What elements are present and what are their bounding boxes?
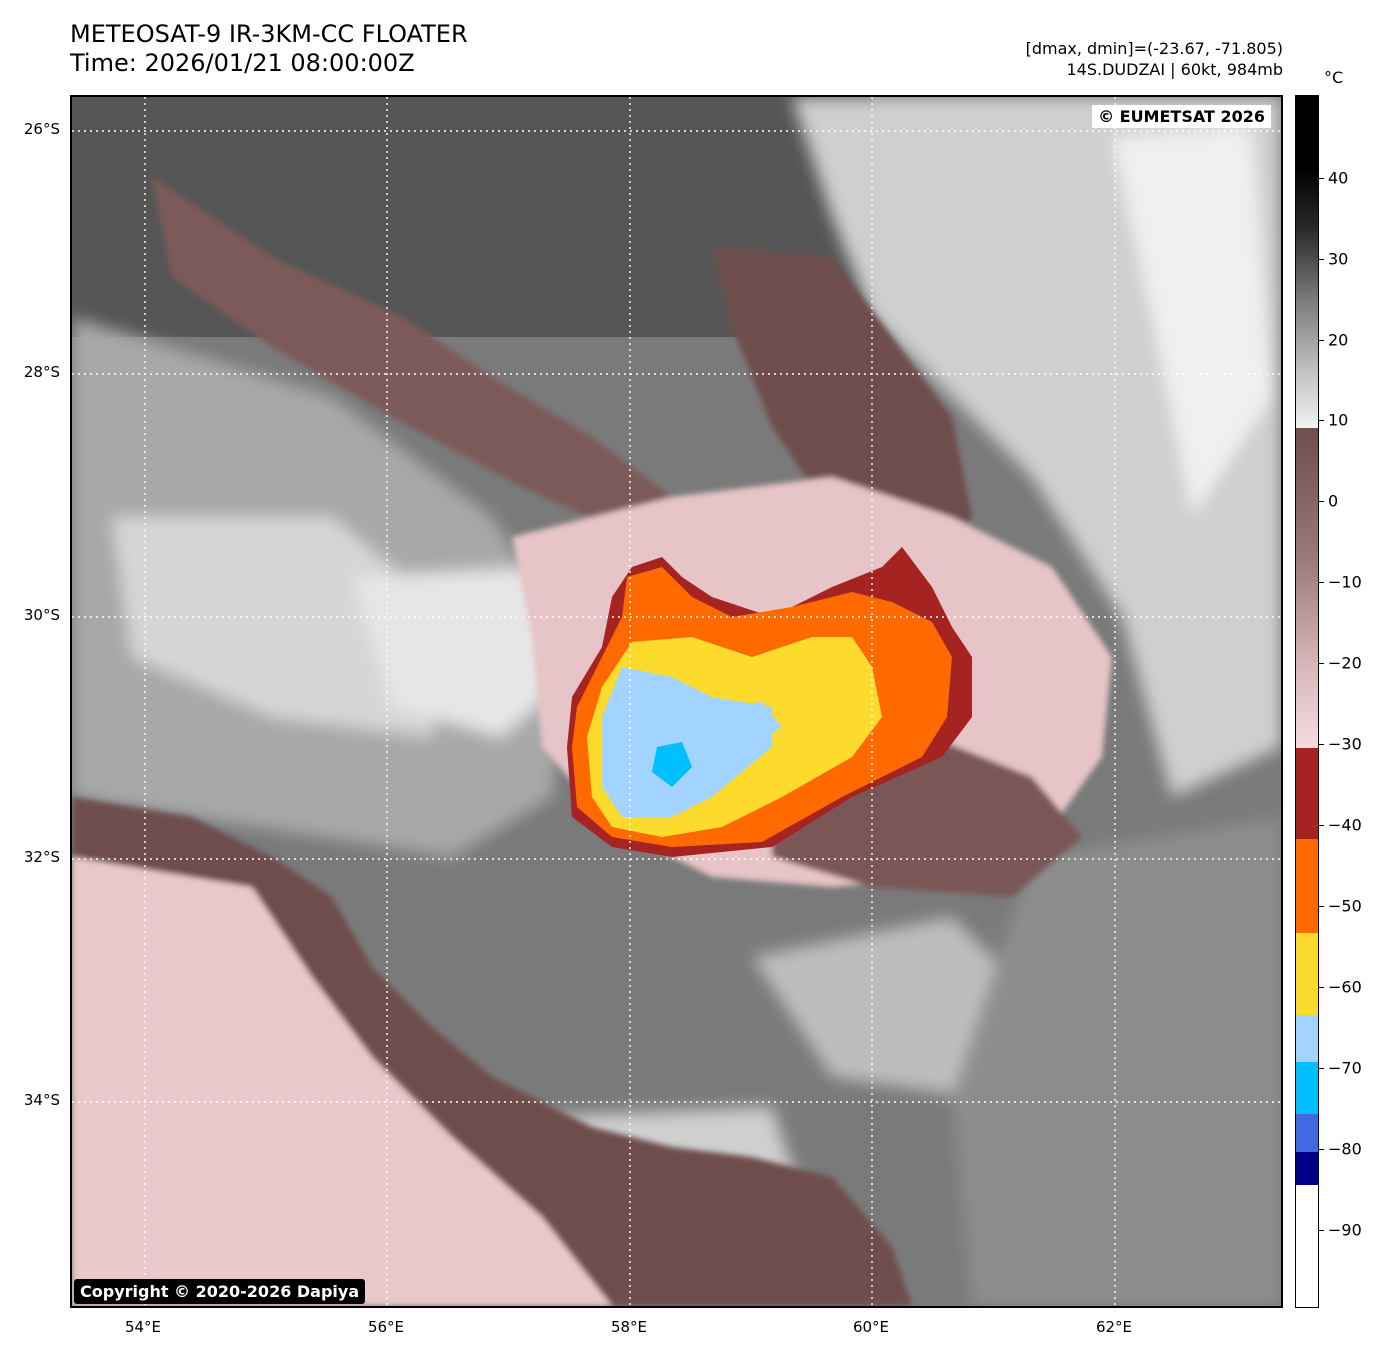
colorbar-tick-mark bbox=[1319, 501, 1324, 502]
colorbar-tick-mark bbox=[1319, 178, 1324, 179]
colorbar-segment-darkred bbox=[1296, 748, 1318, 839]
colorbar-tick: −70 bbox=[1328, 1058, 1362, 1078]
colorbar-tick: −30 bbox=[1328, 734, 1362, 754]
lat-label-28s: 28°S bbox=[23, 363, 60, 381]
lon-label-60e: 60°E bbox=[852, 1318, 890, 1336]
colorbar-tick-mark bbox=[1319, 420, 1324, 421]
lat-label-30s: 30°S bbox=[23, 606, 60, 624]
copyright-label: Copyright © 2020-2026 Dapiya bbox=[74, 1279, 366, 1304]
colorbar-tick: −80 bbox=[1328, 1139, 1362, 1159]
ir-imagery bbox=[72, 97, 1281, 1306]
colorbar-tick-mark bbox=[1319, 582, 1324, 583]
colorbar-tick-mark bbox=[1319, 1068, 1324, 1069]
figure-title: METEOSAT-9 IR-3KM-CC FLOATER Time: 2026/… bbox=[70, 20, 468, 78]
colorbar-segment-navy bbox=[1296, 1152, 1318, 1185]
colorbar-tick: 20 bbox=[1328, 330, 1349, 350]
eumetsat-watermark: © EUMETSAT 2026 bbox=[1092, 105, 1271, 128]
lat-label-32s: 32°S bbox=[23, 848, 60, 866]
colorbar-tick-mark bbox=[1319, 1230, 1324, 1231]
storm-id-intensity: 14S.DUDZAI | 60kt, 984mb bbox=[1066, 60, 1284, 79]
colorbar-segment-royalblue bbox=[1296, 1114, 1318, 1152]
title-product: METEOSAT-9 IR-3KM-CC FLOATER bbox=[70, 20, 468, 48]
colorbar-tick-mark bbox=[1319, 259, 1324, 260]
colorbar-tick: 30 bbox=[1328, 249, 1349, 269]
lat-label-34s: 34°S bbox=[23, 1091, 60, 1109]
colorbar-tick: −20 bbox=[1328, 653, 1362, 673]
lon-label-56e: 56°E bbox=[367, 1318, 405, 1336]
colorbar-segment-yellow bbox=[1296, 933, 1318, 1015]
colorbar-segment-orange bbox=[1296, 839, 1318, 933]
colorbar-tick: −10 bbox=[1328, 572, 1362, 592]
lon-label-58e: 58°E bbox=[610, 1318, 648, 1336]
colorbar-segment-white bbox=[1296, 1185, 1318, 1307]
colorbar-tick: −40 bbox=[1328, 815, 1362, 835]
storm-info: [dmax, dmin]=(-23.67, -71.805) 14S.DUDZA… bbox=[1026, 38, 1283, 80]
colorbar-tick-mark bbox=[1319, 987, 1324, 988]
title-time: Time: 2026/01/21 08:00:00Z bbox=[70, 49, 415, 77]
colorbar-segment-warm bbox=[1296, 96, 1318, 428]
satellite-map[interactable]: © EUMETSAT 2026 Copyright © 2020-2026 Da… bbox=[70, 95, 1283, 1308]
colorbar-tick: 40 bbox=[1328, 168, 1349, 188]
colorbar-segment-brown-pink bbox=[1296, 428, 1318, 748]
colorbar-tick-mark bbox=[1319, 906, 1324, 907]
lat-label-26s: 26°S bbox=[23, 120, 60, 138]
colorbar-tick-mark bbox=[1319, 340, 1324, 341]
lon-label-54e: 54°E bbox=[124, 1318, 162, 1336]
colorbar-tick: −60 bbox=[1328, 977, 1362, 997]
colorbar-segment-cyan bbox=[1296, 1062, 1318, 1114]
colorbar-tick: 0 bbox=[1328, 491, 1339, 511]
colorbar-tick-mark bbox=[1319, 744, 1324, 745]
colorbar-tick: −90 bbox=[1328, 1220, 1362, 1240]
colorbar-tick-mark bbox=[1319, 663, 1324, 664]
temperature-range: [dmax, dmin]=(-23.67, -71.805) bbox=[1025, 39, 1283, 58]
lon-label-62e: 62°E bbox=[1095, 1318, 1133, 1336]
colorbar-tick: −50 bbox=[1328, 896, 1362, 916]
colorbar-segment-lightblue bbox=[1296, 1015, 1318, 1062]
colorbar-tick-mark bbox=[1319, 1149, 1324, 1150]
colorbar-tick-mark bbox=[1319, 825, 1324, 826]
colorbar-unit: °C bbox=[1324, 68, 1344, 87]
colorbar-tick: 10 bbox=[1328, 410, 1349, 430]
convective-core bbox=[567, 547, 972, 857]
temperature-colorbar bbox=[1295, 95, 1319, 1308]
